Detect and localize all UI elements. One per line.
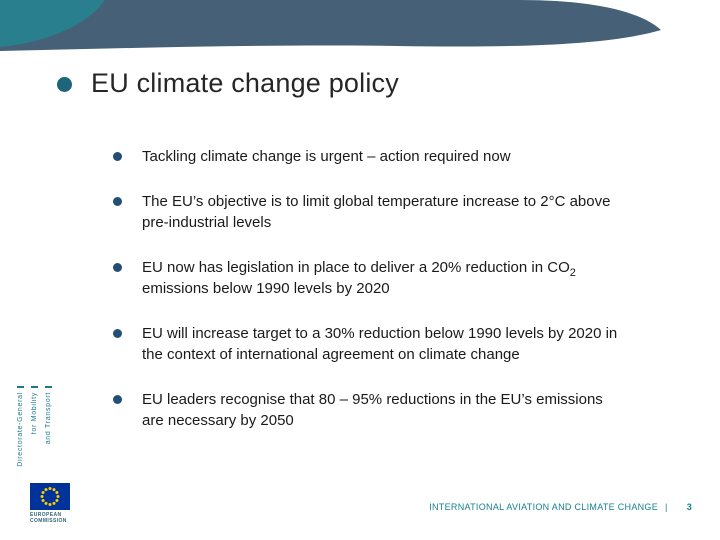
tick-dash xyxy=(31,386,38,388)
bullet-text: EU leaders recognise that 80 – 95% reduc… xyxy=(142,391,603,429)
directorate-vertical-text: Directorate-General for Mobility and Tra… xyxy=(17,386,52,467)
bullet-text: Tackling climate change is urgent – acti… xyxy=(142,148,511,165)
header-wave-blue-shape xyxy=(0,0,661,51)
directorate-line: and Transport xyxy=(45,392,52,445)
directorate-column: for Mobility xyxy=(31,386,38,434)
page-title: EU climate change policy xyxy=(91,68,399,98)
directorate-line: for Mobility xyxy=(31,392,38,435)
directorate-line: Directorate-General xyxy=(17,392,24,467)
bullet-item: EU now has legislation in place to deliv… xyxy=(113,257,626,299)
european-commission-logo: EUROPEAN COMMISSION xyxy=(30,483,70,524)
commission-wordmark: EUROPEAN COMMISSION xyxy=(30,512,70,524)
title-bullet-dot xyxy=(57,77,72,92)
bullet-list: Tackling climate change is urgent – acti… xyxy=(113,146,658,455)
bullet-item: Tackling climate change is urgent – acti… xyxy=(113,146,626,167)
bullet-text: The EU’s objective is to limit global te… xyxy=(142,193,611,231)
tick-dash xyxy=(17,386,24,388)
wordmark-line: EUROPEAN xyxy=(30,512,62,518)
page-number: 3 xyxy=(686,502,692,512)
wordmark-line: COMMISSION xyxy=(30,518,67,524)
bullet-text: EU will increase target to a 30% reducti… xyxy=(142,325,618,363)
bullet-item: The EU’s objective is to limit global te… xyxy=(113,191,626,233)
bullet-item: EU leaders recognise that 80 – 95% reduc… xyxy=(113,389,626,431)
footer-separator: | xyxy=(665,502,668,512)
directorate-column: and Transport xyxy=(45,386,52,444)
header-decoration xyxy=(0,0,661,51)
header-wave-teal-shape xyxy=(0,0,105,47)
footer-label: INTERNATIONAL AVIATION AND CLIMATE CHANG… xyxy=(429,502,659,512)
bullet-text: EU now has legislation in place to deliv… xyxy=(142,259,570,276)
title-row: EU climate change policy xyxy=(57,68,399,99)
directorate-column: Directorate-General xyxy=(17,386,24,467)
bullet-item: EU will increase target to a 30% reducti… xyxy=(113,323,626,365)
tick-dash xyxy=(45,386,52,388)
eu-flag-icon xyxy=(30,483,70,510)
bullet-text: emissions below 1990 levels by 2020 xyxy=(142,280,390,297)
slide-footer: INTERNATIONAL AVIATION AND CLIMATE CHANG… xyxy=(429,502,692,512)
co2-subscript: 2 xyxy=(569,267,576,279)
